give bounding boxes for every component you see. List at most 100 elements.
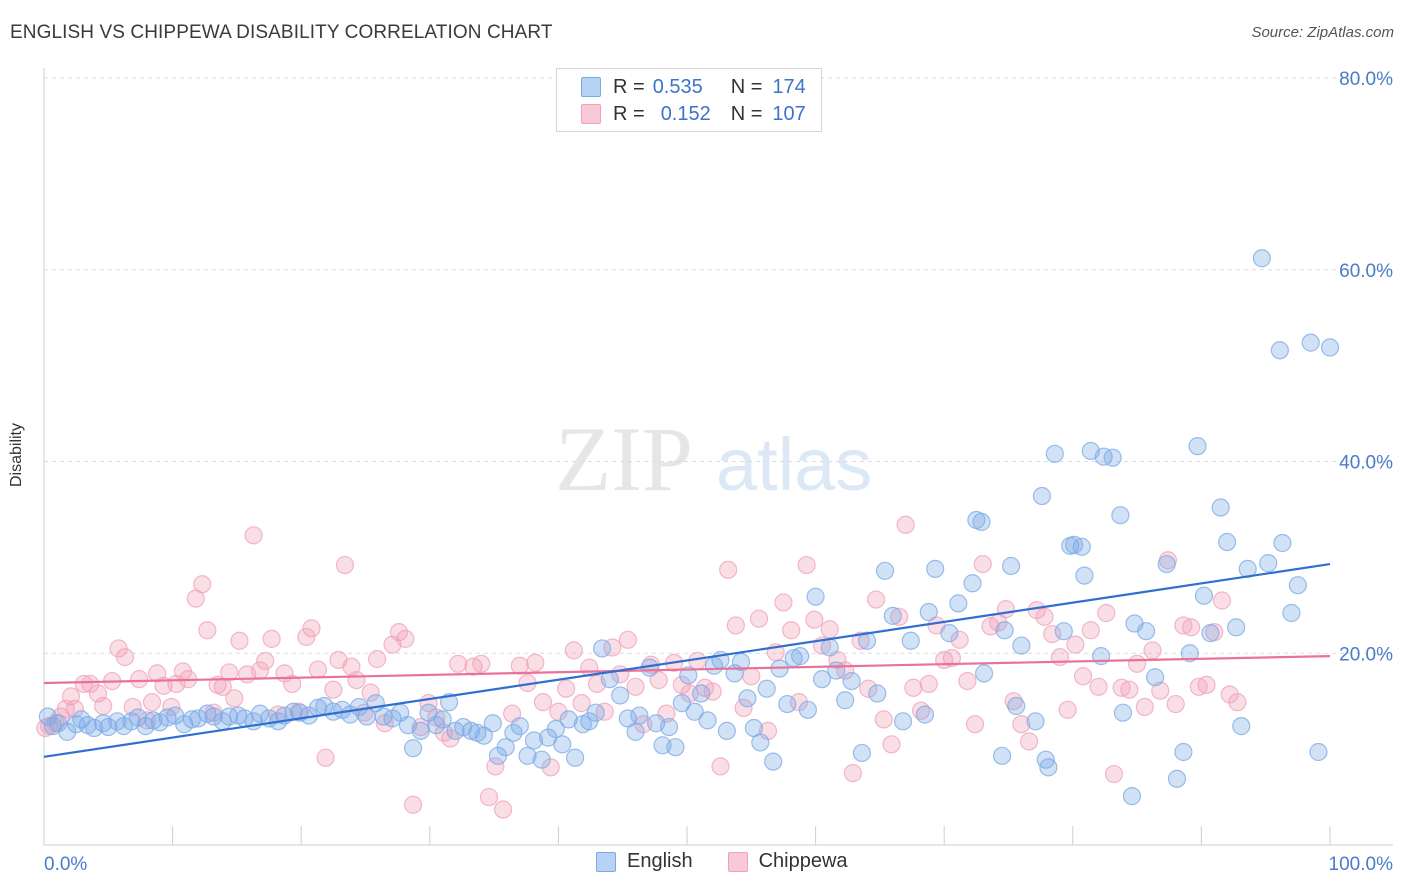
english-point [949,594,968,613]
english-point [85,718,104,738]
gridlines [44,77,1393,654]
english-point [403,739,423,758]
axes [43,68,1393,846]
chippewa-point [805,610,824,629]
english-point [738,689,757,708]
chippewa-point [564,641,583,660]
chippewa-point [882,735,901,754]
n-value: 107 [772,102,806,125]
english-point [593,639,612,658]
chippewa-point [142,693,162,712]
chippewa-point [162,697,181,717]
chippewa-point [1035,607,1054,626]
legend-item-english: English [596,850,693,873]
chippewa-point [1050,647,1070,667]
chippewa-point [448,654,468,673]
chippewa-point [1081,621,1100,640]
english-point [1103,448,1122,467]
chippewa-point [230,631,249,650]
chippewa-point [389,623,409,642]
series-legend: English Chippewa [596,850,883,873]
chippewa-point [1097,603,1116,623]
english-point [659,717,679,737]
english-point [144,711,163,730]
chippewa-point [1143,641,1162,660]
chippewa-point [774,593,793,612]
x-tick-label: 100.0% [1329,854,1394,875]
english-point [1157,554,1176,574]
english-point [1201,624,1220,643]
chippewa-point [557,679,576,698]
english-point [963,574,982,593]
chippewa-point [719,560,738,579]
english-point [1075,566,1094,585]
chippewa-point [94,696,113,716]
english-point [685,702,704,721]
english-point [919,602,938,622]
english-point [672,694,691,713]
english-point [883,606,902,625]
chippewa-point [268,705,288,724]
chippewa-point [572,694,591,713]
chippewa-point [1220,685,1239,704]
english-point [1282,603,1301,623]
chippewa-point [1120,680,1139,699]
english-point [1301,333,1320,352]
english-point [483,714,502,733]
y-tick-label: 20.0% [1339,644,1393,665]
english-point [532,750,551,769]
chippewa-point [510,656,529,675]
english-point [901,631,920,650]
chippewa-point [81,674,100,694]
n-label: N = [730,75,763,98]
chippewa-point [1012,715,1031,734]
english-point [806,587,825,606]
chippewa-point [256,651,275,671]
english-point [1167,769,1187,788]
chippewa-point [130,670,149,689]
chippewa-point [874,710,893,729]
chippewa-label: Chippewa [758,850,848,872]
english-point [1218,532,1237,552]
n-value: 174 [772,75,806,98]
english-point [1320,338,1340,357]
chippewa-point [797,555,816,575]
english-point [857,631,877,650]
english-point [411,721,430,741]
chippewa-point [367,649,387,669]
english-point [433,710,452,729]
english-point [1054,622,1073,641]
english-point [1270,341,1289,360]
chippewa-point [1166,694,1185,714]
english-point [1045,444,1064,463]
r-value: 0.535 [652,75,703,98]
english-point [474,726,493,745]
chippewa-point [726,616,745,635]
english-point [504,723,523,742]
watermark: ZIP atlas [555,408,872,510]
english-point [1007,696,1026,716]
english-swatch [596,851,616,872]
english-point [868,684,887,703]
english-point [1146,668,1165,687]
english-point [1227,618,1246,637]
english-point [618,709,637,728]
chippewa-point [649,670,668,690]
chippewa-point [1089,677,1108,696]
english-point [757,679,776,698]
n-label: N = [730,102,763,125]
chippewa-point [942,648,962,668]
english-point [1032,486,1052,506]
english-point [1180,644,1199,663]
english-point [995,621,1014,640]
chippewa-point [347,670,366,690]
chippewa-point [749,609,769,628]
english-swatch [581,77,601,97]
english-point [1111,506,1130,525]
chippewa-point [198,621,217,640]
chippewa-point [324,680,343,699]
english-point [611,686,630,705]
english-point [1232,717,1251,736]
english-point [1273,533,1292,553]
english-point [820,638,839,657]
